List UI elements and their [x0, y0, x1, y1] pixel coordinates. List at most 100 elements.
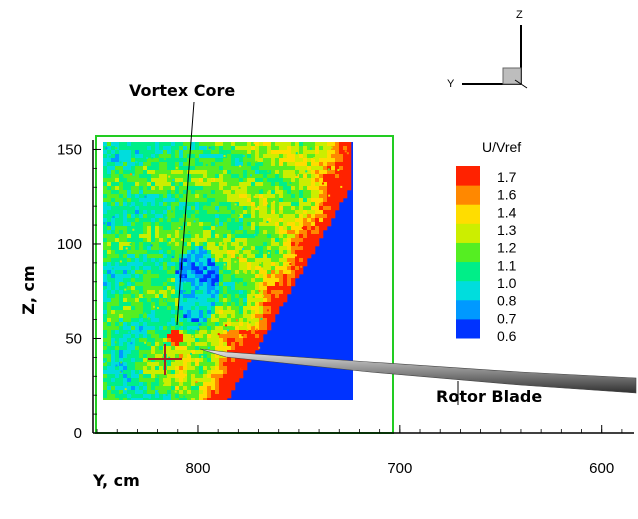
field-cell — [203, 174, 208, 179]
field-cell — [283, 158, 288, 163]
field-cell — [299, 242, 304, 247]
field-cell — [107, 170, 112, 175]
field-cell — [219, 282, 224, 287]
field-cell — [247, 290, 252, 295]
field-cell — [147, 242, 152, 247]
field-cell — [315, 150, 320, 155]
field-cell — [291, 274, 296, 279]
field-cell — [319, 182, 324, 187]
field-cell — [183, 286, 188, 291]
field-cell — [127, 390, 132, 395]
field-cell — [331, 142, 336, 147]
field-cell — [179, 314, 184, 319]
field-cell — [115, 390, 120, 395]
field-cell — [139, 190, 144, 195]
field-cell — [251, 314, 256, 319]
field-speckle — [196, 329, 199, 332]
field-cell — [127, 270, 132, 275]
field-cell — [307, 150, 312, 155]
field-cell — [275, 238, 280, 243]
field-cell — [347, 166, 352, 171]
field-cell — [103, 146, 108, 151]
field-cell — [203, 190, 208, 195]
field-cell — [191, 198, 196, 203]
field-cell — [203, 354, 208, 359]
field-cell — [231, 158, 236, 163]
field-cell — [103, 198, 108, 203]
field-speckle — [115, 364, 118, 367]
field-cell — [155, 150, 160, 155]
field-speckle — [241, 334, 244, 337]
field-cell — [235, 250, 240, 255]
field-cell — [291, 250, 296, 255]
field-cell — [295, 162, 300, 167]
field-cell — [327, 182, 332, 187]
field-cell — [123, 294, 128, 299]
field-cell — [215, 222, 220, 227]
field-cell — [159, 226, 164, 231]
field-cell — [123, 242, 128, 247]
field-cell — [211, 198, 216, 203]
field-cell — [143, 154, 148, 159]
field-cell — [111, 158, 116, 163]
field-cell — [103, 242, 108, 247]
field-cell — [239, 202, 244, 207]
field-cell — [247, 198, 252, 203]
field-cell — [211, 250, 216, 255]
field-cell — [183, 174, 188, 179]
field-cell — [315, 154, 320, 159]
field-cell — [215, 158, 220, 163]
field-cell — [303, 246, 308, 251]
field-cell — [283, 246, 288, 251]
field-cell — [119, 298, 124, 303]
field-speckle — [174, 390, 177, 393]
field-cell — [115, 346, 120, 351]
field-cell — [155, 174, 160, 179]
field-cell — [159, 386, 164, 391]
field-cell — [279, 162, 284, 167]
field-cell — [147, 254, 152, 259]
field-cell — [231, 242, 236, 247]
field-cell — [203, 290, 208, 295]
field-cell — [347, 178, 352, 183]
field-cell — [123, 342, 128, 347]
field-cell — [199, 154, 204, 159]
field-cell — [151, 210, 156, 215]
field-cell — [207, 166, 212, 171]
field-cell — [179, 318, 184, 323]
field-speckle — [332, 197, 335, 200]
field-cell — [251, 270, 256, 275]
field-cell — [235, 154, 240, 159]
field-cell — [119, 142, 124, 147]
field-cell — [335, 194, 340, 199]
field-cell — [299, 178, 304, 183]
field-cell — [347, 174, 352, 179]
field-cell — [159, 218, 164, 223]
field-cell — [147, 190, 152, 195]
field-speckle — [305, 170, 308, 173]
field-cell — [191, 370, 196, 375]
field-cell — [203, 242, 208, 247]
field-cell — [207, 234, 212, 239]
field-cell — [227, 370, 232, 375]
field-cell — [143, 230, 148, 235]
field-cell — [159, 350, 164, 355]
field-cell — [115, 234, 120, 239]
field-cell — [199, 254, 204, 259]
field-cell — [315, 170, 320, 175]
field-cell — [123, 286, 128, 291]
field-cell — [115, 398, 120, 400]
field-cell — [183, 354, 188, 359]
field-cell — [155, 382, 160, 387]
field-cell — [123, 202, 128, 207]
field-cell — [251, 350, 256, 355]
field-cell — [223, 314, 228, 319]
field-speckle — [152, 305, 155, 308]
field-cell — [179, 150, 184, 155]
field-cell — [247, 278, 252, 283]
field-cell — [123, 162, 128, 167]
field-cell — [335, 150, 340, 155]
field-cell — [315, 242, 320, 247]
field-cell — [103, 302, 108, 307]
